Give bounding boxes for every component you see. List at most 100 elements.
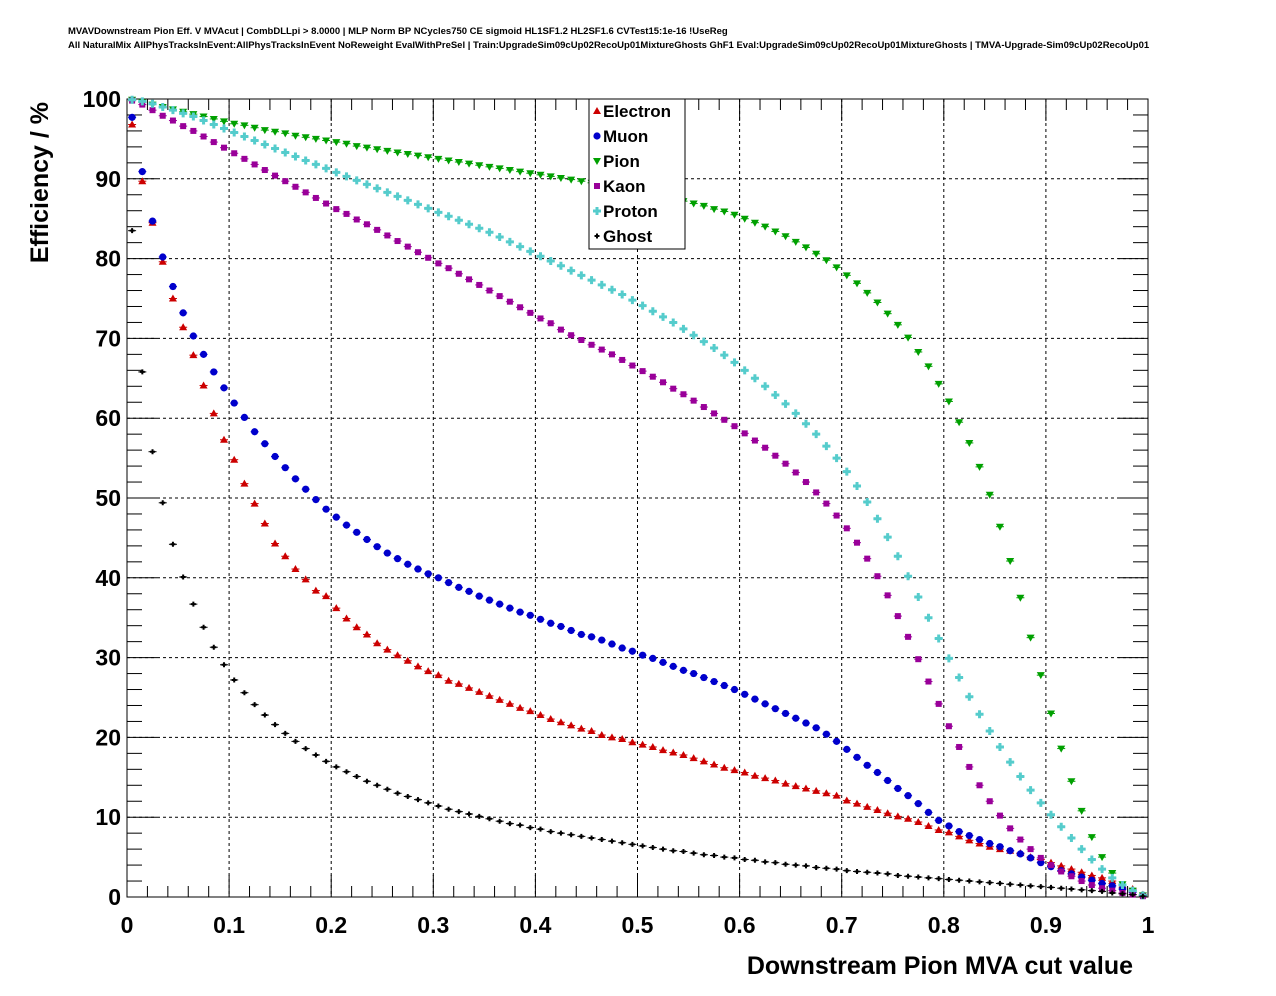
- data-point-pion: [812, 250, 821, 258]
- data-point-muon: [179, 309, 187, 317]
- data-point-proton: [883, 533, 892, 542]
- data-point-ghost: [344, 769, 350, 775]
- data-point-pion: [1098, 854, 1107, 862]
- data-point-proton: [740, 366, 749, 375]
- data-point-ghost: [1119, 891, 1125, 897]
- data-point-electron: [209, 409, 218, 417]
- data-point-pion: [863, 289, 872, 297]
- data-point-muon: [342, 521, 351, 529]
- data-point-kaon: [323, 200, 330, 207]
- data-point-muon: [1016, 850, 1024, 858]
- data-point-proton: [628, 296, 637, 305]
- data-point-electron: [659, 746, 668, 754]
- data-point-pion: [699, 202, 708, 210]
- data-point-electron: [271, 539, 280, 547]
- data-point-muon: [383, 549, 391, 557]
- data-point-ghost: [650, 845, 656, 851]
- data-point-proton: [1047, 810, 1056, 819]
- x-tick-label: 0.9: [1030, 912, 1062, 938]
- y-tick-label: 100: [83, 86, 121, 112]
- data-point-ghost: [395, 790, 401, 796]
- data-point-muon: [424, 570, 432, 578]
- data-point-proton: [138, 97, 147, 106]
- data-point-pion: [985, 491, 994, 499]
- data-point-pion: [373, 146, 382, 154]
- data-point-electron: [842, 796, 851, 804]
- data-point-pion: [1006, 558, 1015, 566]
- y-tick-label: 80: [95, 246, 121, 272]
- data-point-pion: [1077, 807, 1086, 815]
- data-point-pion: [1047, 710, 1056, 718]
- data-point-proton: [495, 233, 504, 242]
- data-point-muon: [598, 636, 606, 644]
- data-point-muon: [465, 587, 473, 595]
- data-point-ghost: [977, 879, 983, 885]
- data-point-ghost: [466, 811, 472, 817]
- y-tick-label: 60: [95, 405, 121, 431]
- data-point-kaon: [945, 723, 952, 730]
- legend-marker: [594, 183, 600, 189]
- legend-marker: [593, 158, 601, 165]
- data-point-ghost: [987, 880, 993, 886]
- data-point-ghost: [1028, 883, 1034, 889]
- data-point-electron: [260, 519, 269, 527]
- series-pion: [128, 96, 1147, 900]
- data-point-proton: [567, 266, 576, 275]
- data-point-ghost: [241, 690, 247, 696]
- data-point-kaon: [905, 633, 912, 640]
- data-point-proton: [924, 613, 933, 622]
- data-point-proton: [791, 409, 800, 418]
- data-point-proton: [352, 176, 361, 185]
- y-tick-label: 20: [95, 724, 121, 750]
- data-point-muon: [138, 168, 146, 176]
- series-kaon: [128, 97, 1147, 900]
- data-point-electron: [1067, 865, 1076, 873]
- x-tick-label: 0.8: [928, 912, 960, 938]
- data-point-proton: [546, 256, 555, 265]
- data-point-electron: [168, 294, 177, 302]
- data-point-ghost: [1007, 881, 1013, 887]
- data-point-kaon: [435, 260, 442, 267]
- data-point-electron: [740, 768, 749, 776]
- data-point-muon: [496, 600, 504, 608]
- data-point-ghost: [231, 677, 237, 683]
- data-point-kaon: [302, 189, 309, 196]
- data-point-muon: [710, 677, 718, 686]
- data-point-electron: [853, 799, 862, 807]
- data-point-ghost: [170, 541, 176, 547]
- data-point-proton: [934, 634, 943, 643]
- data-point-electron: [873, 806, 882, 814]
- data-point-pion: [567, 176, 576, 184]
- data-point-pion: [873, 299, 882, 307]
- data-point-muon: [894, 784, 902, 793]
- data-point-ghost: [160, 500, 166, 506]
- data-point-kaon: [1099, 885, 1106, 892]
- data-point-electron: [730, 766, 739, 774]
- legend-label: Proton: [603, 202, 658, 221]
- data-point-electron: [791, 782, 800, 790]
- data-point-pion: [322, 137, 331, 145]
- data-point-kaon: [374, 226, 381, 233]
- x-tick-label: 0.4: [519, 912, 551, 938]
- legend-marker: [593, 132, 601, 140]
- data-point-muon: [975, 835, 984, 844]
- data-point-proton: [699, 337, 708, 346]
- legend: Electron Muon Pion Kaon Proton Ghost: [588, 98, 686, 250]
- data-point-proton: [863, 497, 872, 506]
- data-point-kaon: [608, 351, 615, 358]
- data-point-proton: [1057, 822, 1066, 831]
- data-point-kaon: [568, 332, 575, 339]
- data-point-electron: [883, 809, 892, 817]
- data-point-kaon: [537, 315, 544, 322]
- data-point-proton: [975, 710, 984, 719]
- data-point-kaon: [1027, 846, 1034, 853]
- data-point-ghost: [895, 872, 901, 878]
- data-point-proton: [505, 237, 514, 246]
- data-point-proton: [444, 212, 453, 221]
- data-point-electron: [138, 177, 147, 185]
- data-point-ghost: [864, 869, 870, 875]
- data-point-kaon: [976, 782, 983, 789]
- data-point-electron: [618, 734, 627, 742]
- x-tick-label: 0.6: [724, 912, 756, 938]
